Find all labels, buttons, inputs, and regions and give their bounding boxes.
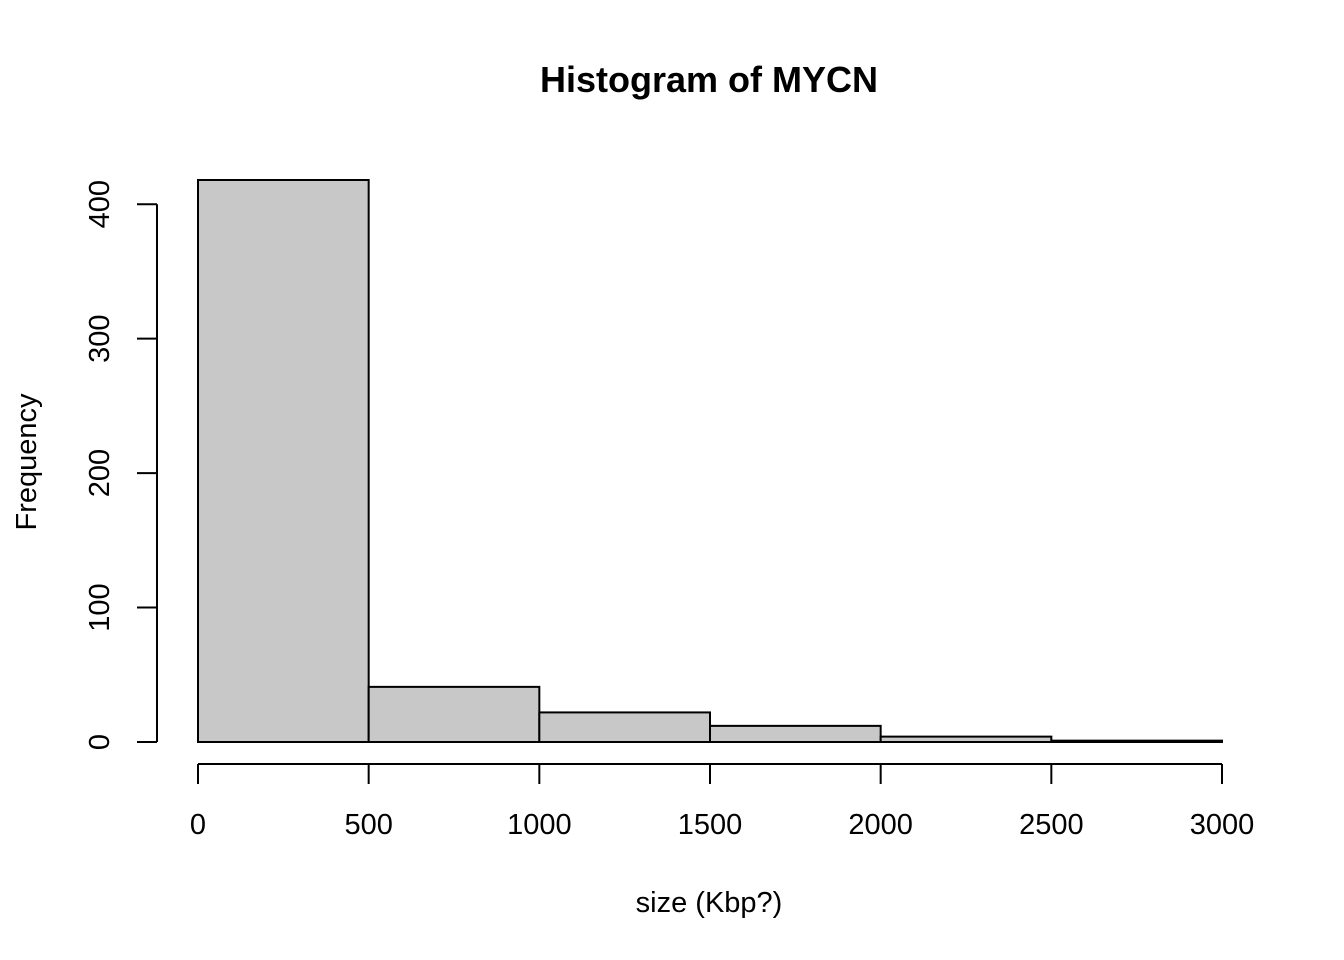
x-tick-label: 1500 — [678, 809, 743, 841]
histogram-bar-3 — [709, 724, 882, 743]
chart-title: Histogram of MYCN — [540, 59, 878, 100]
x-tick-label: 2000 — [848, 809, 913, 841]
histogram-bar-4 — [879, 735, 1053, 743]
y-axis: 0 100 200 300 400 — [84, 180, 158, 750]
x-tick-label: 2500 — [1019, 809, 1084, 841]
histogram-bar-0 — [197, 179, 370, 743]
x-tick-label: 0 — [190, 809, 206, 841]
histogram-bar-5 — [1050, 739, 1224, 744]
y-tick-label: 400 — [84, 180, 116, 228]
x-axis-label: size (Kbp?) — [636, 887, 783, 919]
y-tick-label: 300 — [84, 314, 116, 362]
y-tick-label: 0 — [84, 734, 116, 750]
histogram-bars — [197, 179, 1224, 744]
histogram-bar-1 — [367, 685, 541, 744]
x-tick-label: 1000 — [507, 809, 572, 841]
y-axis-label: Frequency — [11, 393, 43, 531]
x-tick-label: 3000 — [1190, 809, 1255, 841]
y-tick-label: 100 — [84, 583, 116, 631]
x-tick-label: 500 — [344, 809, 392, 841]
x-axis: 0 500 1000 1500 2000 2500 3000 — [190, 763, 1255, 841]
y-tick-label: 200 — [84, 449, 116, 497]
histogram-bar-2 — [538, 711, 711, 744]
